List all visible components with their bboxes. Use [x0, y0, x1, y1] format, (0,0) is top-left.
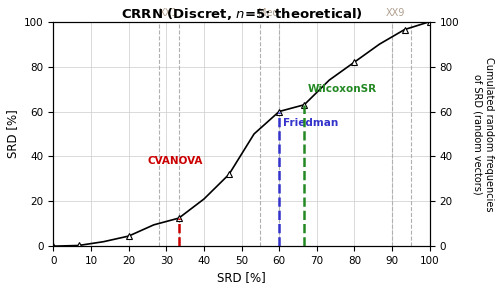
Text: Med: Med [258, 8, 278, 18]
Y-axis label: SRD [%]: SRD [%] [6, 110, 18, 158]
Text: CVANOVA: CVANOVA [148, 156, 203, 166]
Text: Friedman: Friedman [283, 118, 338, 128]
Text: XX1: XX1 [158, 8, 178, 18]
Text: WilcoxonSR: WilcoxonSR [308, 84, 376, 94]
X-axis label: SRD [%]: SRD [%] [217, 271, 266, 284]
Y-axis label: Cumulated random frequencies
of SRD (random vectors): Cumulated random frequencies of SRD (ran… [473, 57, 494, 211]
Title: CRRN (Discret, $\it{n}$=5: theoretical): CRRN (Discret, $\it{n}$=5: theoretical) [120, 6, 362, 21]
Text: XX9: XX9 [386, 8, 406, 18]
